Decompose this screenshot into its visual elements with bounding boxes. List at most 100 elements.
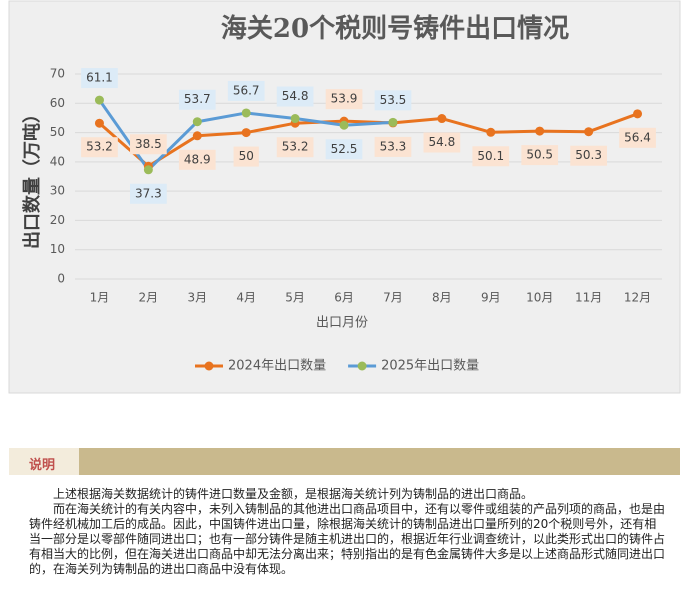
data-label: 38.5: [135, 137, 162, 151]
note-heading: 说明: [29, 458, 56, 473]
point: [633, 109, 643, 119]
data-label-group: 52.5: [325, 139, 363, 160]
point: [94, 118, 104, 128]
data-label-box: [276, 137, 314, 158]
data-label-group: 53.5: [374, 90, 412, 111]
data-label-box: [178, 89, 216, 110]
data-label: 52.5: [331, 142, 358, 156]
data-label: 48.9: [184, 152, 211, 166]
data-label-box: [325, 139, 363, 160]
point: [388, 117, 398, 127]
data-label: 53.2: [86, 140, 113, 154]
x-tick-label: 9月: [481, 291, 501, 305]
point: [94, 95, 104, 105]
point: [143, 165, 153, 175]
data-label-group: 53.9: [325, 89, 363, 110]
data-label-box: [374, 90, 412, 111]
data-label-box: [521, 145, 559, 166]
point: [241, 128, 251, 138]
legend-label: 2024年出口数量: [228, 359, 326, 374]
data-label-box: [81, 68, 118, 89]
data-label: 61.1: [86, 71, 113, 85]
data-label-box: [227, 80, 265, 101]
x-tick-label: 12月: [624, 291, 651, 305]
data-label: 50: [239, 149, 254, 163]
data-label-box: [619, 127, 656, 148]
x-tick-label: 3月: [187, 291, 207, 305]
point: [290, 114, 300, 124]
data-label-group: 37.3: [130, 183, 167, 204]
data-label: 50.3: [575, 148, 602, 162]
x-tick-label: 1月: [90, 291, 110, 305]
note-paragraph: 而在海关统计的有关内容中，未列入铸制品的其他进出口商品项目中，还有以零件或组装的…: [29, 502, 666, 576]
y-tick-label: 50: [50, 125, 65, 139]
data-label-group: 56.7: [227, 80, 265, 101]
data-label: 50.1: [477, 149, 504, 163]
chart: 海关20个税则号铸件出口情况 出口月份 出口数量（万吨） 0 10 20 30 40 50…: [8, 0, 681, 394]
point: [339, 120, 349, 130]
data-label: 50.5: [526, 148, 553, 162]
data-label-group: 53.2: [276, 137, 314, 158]
note-header: 说明: [9, 448, 680, 475]
point: [192, 117, 202, 127]
chart-title: 海关20个税则号铸件出口情况: [221, 14, 569, 44]
data-label: 53.5: [380, 93, 407, 107]
data-label-group: 38.5: [130, 134, 167, 155]
data-label: 53.3: [380, 139, 407, 153]
data-label-box: [570, 145, 607, 166]
x-axis-label: 出口月份: [316, 316, 368, 331]
data-label-box: [233, 146, 259, 167]
data-label-group: 53.2: [81, 137, 118, 158]
y-axis-label: 出口数量（万吨）: [21, 105, 43, 249]
x-tick-label: 11月: [575, 291, 602, 305]
data-label: 56.4: [624, 130, 651, 144]
legend-marker: [204, 361, 214, 371]
y-tick-label: 0: [57, 272, 65, 286]
data-label-group: 50.1: [472, 146, 510, 167]
point: [437, 114, 447, 124]
data-label-box: [423, 132, 461, 153]
data-label-group: 54.8: [276, 86, 314, 107]
data-label: 56.7: [233, 83, 260, 97]
data-label-box: [130, 134, 167, 155]
data-label: 53.9: [331, 92, 358, 106]
y-tick-label: 30: [50, 184, 65, 198]
y-tick-label: 60: [50, 96, 65, 110]
note: 说明 上述根据海关数据统计的铸件进口数量及金额，是根据海关统计列为铸制品的进出口…: [9, 448, 680, 577]
point: [486, 127, 496, 137]
data-label-group: 50.3: [570, 145, 607, 166]
data-label-group: 53.3: [374, 136, 412, 157]
y-tick-label: 10: [50, 242, 65, 256]
series-line: [98, 112, 639, 168]
y-tick-label: 40: [50, 154, 65, 168]
data-label-group: 50.5: [521, 145, 559, 166]
legend-marker: [357, 361, 367, 371]
y-tick-label: 20: [50, 213, 65, 227]
point: [241, 108, 251, 118]
data-label-group: 48.9: [178, 149, 216, 170]
data-label-box: [472, 146, 510, 167]
data-label-box: [178, 149, 216, 170]
y-tick-label: 70: [50, 67, 65, 81]
x-tick-label: 4月: [236, 291, 256, 305]
x-tick-label: 5月: [285, 291, 305, 305]
data-label-box: [81, 137, 118, 158]
point: [535, 126, 545, 136]
data-label: 54.8: [282, 89, 309, 103]
data-label-group: 54.8: [423, 132, 461, 153]
data-label-box: [374, 136, 412, 157]
data-label-box: [130, 183, 167, 204]
x-tick-label: 10月: [526, 291, 553, 305]
x-tick-label: 2月: [139, 291, 159, 305]
data-label-group: 56.4: [619, 127, 656, 148]
point: [192, 131, 202, 141]
note-paragraph: 上述根据海关数据统计的铸件进口数量及金额，是根据海关统计列为铸制品的进出口商品。: [53, 487, 534, 501]
data-label-box: [325, 89, 363, 110]
data-label: 53.7: [184, 92, 211, 106]
data-label-box: [276, 86, 314, 107]
data-label: 54.8: [429, 135, 456, 149]
data-label-group: 61.1: [81, 68, 118, 89]
point: [584, 127, 594, 137]
chart-background: [8, 0, 681, 394]
